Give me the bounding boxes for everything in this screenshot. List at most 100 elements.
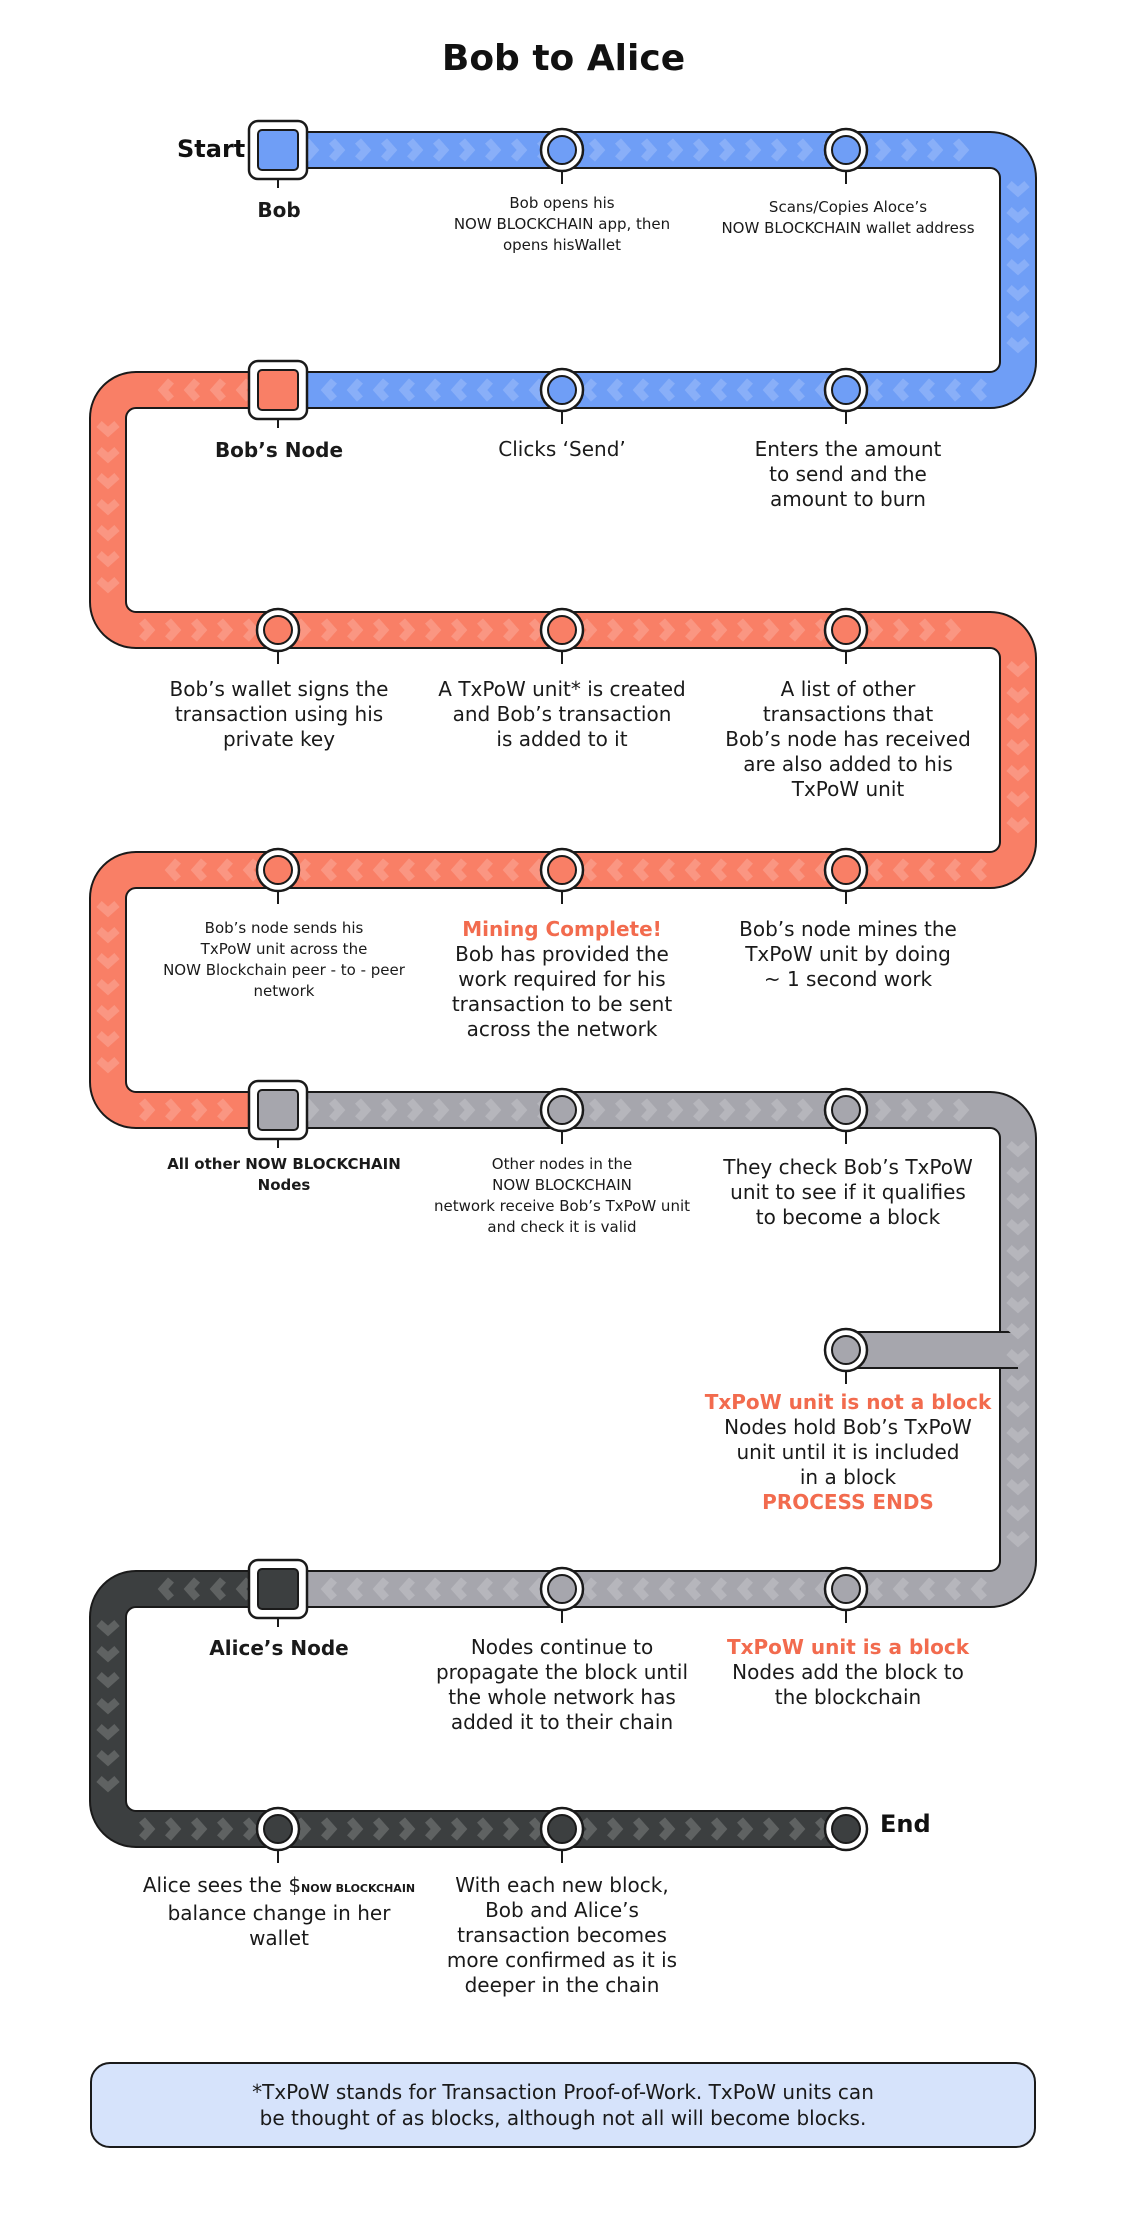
step-txpow-created: A TxPoW unit* is created and Bob’s trans… <box>412 677 712 752</box>
step-line: TxPoW unit across the <box>200 940 368 958</box>
track-chevron <box>243 1817 260 1841</box>
track-chevron <box>320 378 337 402</box>
track-chevron <box>164 858 181 882</box>
track-chevron <box>1006 1479 1030 1496</box>
step-line: transaction to be sent <box>451 992 673 1016</box>
step-node-mines: Bob’s node mines the TxPoW unit by doing… <box>698 917 998 992</box>
track-chevron <box>476 378 493 402</box>
track-chevron <box>1006 713 1030 730</box>
step-line: NOW BLOCKCHAIN wallet address <box>721 219 975 237</box>
step-line: A list of other <box>780 677 916 701</box>
track-chevron <box>893 618 910 642</box>
track-chevron <box>399 618 416 642</box>
track-chevron <box>503 1817 520 1841</box>
step-bob-opens-wallet: Bob opens his NOW BLOCKCHAIN app, then o… <box>412 193 712 256</box>
track-chevron <box>632 378 649 402</box>
track-chevron <box>528 378 545 402</box>
track-chevron <box>953 1098 970 1122</box>
track-chevron <box>217 618 234 642</box>
step-line: Bob has provided the <box>455 942 669 966</box>
track-chevron <box>927 138 944 162</box>
node-square-alices-node <box>257 1568 299 1610</box>
node-square-bobs-node <box>257 369 299 411</box>
track-chevron <box>528 1577 545 1601</box>
track-chevron <box>407 138 424 162</box>
step-line: ~ 1 second work <box>763 967 933 991</box>
track-chevron <box>1006 1453 1030 1470</box>
track-chevron <box>502 858 519 882</box>
track-chevron <box>398 858 415 882</box>
track-chevron <box>763 618 780 642</box>
other-nodes-line-1: All other NOW BLOCKCHAIN <box>167 1155 401 1173</box>
track-chevron <box>303 138 320 162</box>
track-chevrons-blue <box>1006 181 1030 354</box>
track-chevron <box>789 618 806 642</box>
track-chevrons-red <box>139 1098 234 1122</box>
track-chevron <box>580 1577 597 1601</box>
track-chevron <box>606 858 623 882</box>
track-chevron <box>762 1577 779 1601</box>
step-line: Bob’s node mines the <box>739 917 957 941</box>
step-line: to become a block <box>755 1205 941 1229</box>
station-dot <box>831 1335 861 1365</box>
track-chevron <box>736 1577 753 1601</box>
step-line: Other nodes in the <box>491 1155 633 1173</box>
track-chevron <box>373 618 390 642</box>
track-chevrons-dark <box>157 1577 252 1601</box>
station-dot <box>547 855 577 885</box>
track-chevron <box>719 138 736 162</box>
track-chevron <box>710 858 727 882</box>
track-chevron <box>771 1098 788 1122</box>
track-chevron <box>970 378 987 402</box>
step-line: Bob’s node sends his <box>204 919 364 937</box>
track-chevron <box>528 858 545 882</box>
track-chevron <box>96 1620 120 1637</box>
track-chevron <box>1006 207 1030 224</box>
track-chevron <box>96 1698 120 1715</box>
step-line: A TxPoW unit* is created <box>438 677 686 701</box>
step-heading: Mining Complete! <box>462 917 662 941</box>
track-chevron <box>183 378 200 402</box>
track-chevron <box>96 1776 120 1793</box>
track-chevron <box>1006 739 1030 756</box>
node-name-other-nodes: All other NOW BLOCKCHAIN Nodes <box>149 1154 419 1196</box>
node-name-bobs-node: Bob’s Node <box>214 438 344 462</box>
track-chevron <box>96 447 120 464</box>
track-chevrons-red <box>96 901 120 1074</box>
station-dot <box>831 1814 861 1844</box>
step-enter-amount: Enters the amount to send and the amount… <box>698 437 998 512</box>
track-chevron <box>633 1817 650 1841</box>
track-chevron <box>329 138 346 162</box>
step-line: unit to see if it qualifies <box>730 1180 966 1204</box>
track-chevron <box>346 378 363 402</box>
station-dot <box>831 1574 861 1604</box>
track-chevron <box>1006 1141 1030 1158</box>
station-dot <box>263 1814 293 1844</box>
step-propagate: Nodes continue to propagate the block un… <box>412 1635 712 1735</box>
track-chevron <box>1006 233 1030 250</box>
step-line: TxPoW unit by doing <box>745 942 951 966</box>
track-chevron <box>372 858 389 882</box>
step-line: and Bob’s transaction <box>452 702 672 726</box>
station-dot <box>263 855 293 885</box>
track-chevrons-red <box>96 421 120 594</box>
track-chevron <box>1006 181 1030 198</box>
end-label: End <box>880 1810 931 1838</box>
track-chevron <box>1006 285 1030 302</box>
track-chevron <box>658 1577 675 1601</box>
step-scan-address: Scans/Copies Aloce’s NOW BLOCKCHAIN wall… <box>698 197 998 239</box>
track-chevron <box>355 138 372 162</box>
step-line: TxPoW unit <box>791 777 905 801</box>
track-chevron <box>96 499 120 516</box>
track-chevron <box>157 378 174 402</box>
track-chevron <box>139 1098 156 1122</box>
track-chevron <box>581 618 598 642</box>
track-chevron <box>641 1098 658 1122</box>
track-chevron <box>485 138 502 162</box>
track-chevron <box>235 378 252 402</box>
track-chevron <box>96 953 120 970</box>
step-line: across the network <box>466 1017 658 1041</box>
track-chevron <box>736 858 753 882</box>
start-label: Start <box>177 135 246 163</box>
